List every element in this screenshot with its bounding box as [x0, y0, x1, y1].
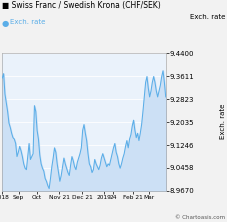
Text: Exch. rate: Exch. rate	[10, 19, 46, 25]
Text: Exch. rate: Exch. rate	[220, 103, 226, 139]
Text: ■ Swiss Franc / Swedish Krona (CHF/SEK): ■ Swiss Franc / Swedish Krona (CHF/SEK)	[2, 1, 161, 10]
Text: © Chartoasis.com: © Chartoasis.com	[175, 215, 225, 220]
Text: Exch. rate: Exch. rate	[190, 14, 225, 20]
Text: ●: ●	[2, 19, 12, 28]
